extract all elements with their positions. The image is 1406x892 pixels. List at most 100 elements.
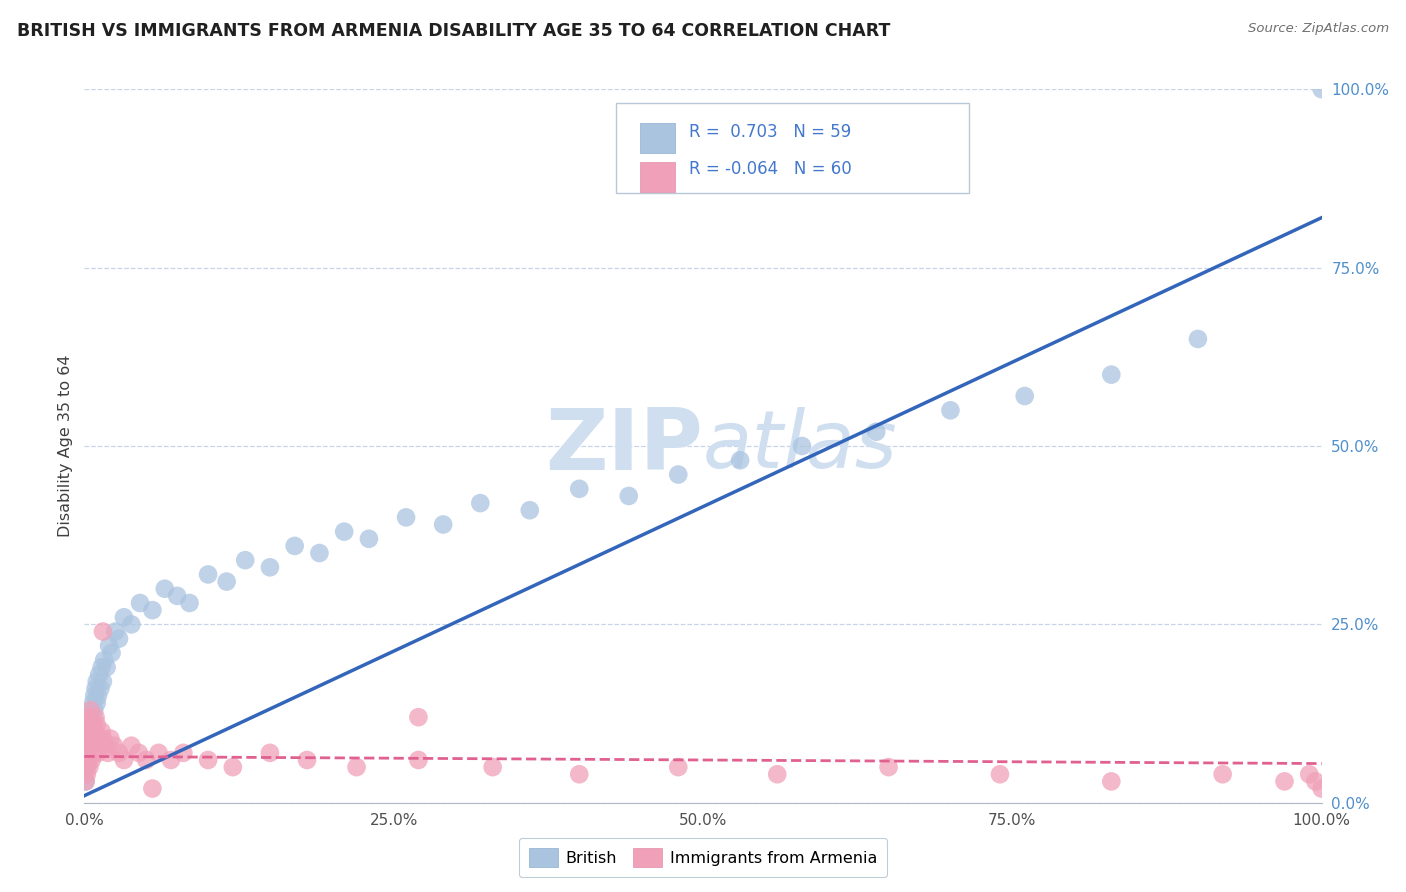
Point [568, 767, 591, 781]
Point [172, 746, 194, 760]
Point [82, 696, 104, 710]
Point [84, 710, 107, 724]
Point [215, 574, 238, 589]
Point [617, 489, 640, 503]
Point [988, 767, 1011, 781]
Point [79, 739, 101, 753]
Point [82, 717, 104, 731]
Point [568, 482, 591, 496]
Point [79, 746, 101, 760]
Point [75, 774, 97, 789]
Point [76, 724, 98, 739]
Point [79, 717, 101, 731]
Point [519, 503, 541, 517]
Point [295, 753, 318, 767]
Point [790, 439, 813, 453]
Point [865, 425, 887, 439]
Point [470, 496, 492, 510]
Point [408, 753, 430, 767]
Point [1305, 774, 1327, 789]
Point [76, 767, 98, 781]
FancyBboxPatch shape [640, 123, 675, 153]
Point [83, 724, 105, 739]
Point [308, 546, 330, 560]
Point [86, 674, 108, 689]
Point [75, 739, 97, 753]
Point [197, 753, 219, 767]
Point [86, 739, 108, 753]
Point [233, 553, 256, 567]
Point [87, 746, 110, 760]
Point [766, 767, 789, 781]
Point [222, 760, 245, 774]
Point [346, 760, 368, 774]
Point [86, 696, 108, 710]
Point [83, 746, 105, 760]
Point [357, 532, 380, 546]
Point [79, 724, 101, 739]
Point [76, 760, 98, 774]
Legend: British, Immigrants from Armenia: British, Immigrants from Armenia [519, 838, 887, 877]
Point [197, 567, 219, 582]
Point [89, 739, 111, 753]
Point [79, 724, 101, 739]
Point [87, 689, 110, 703]
Point [259, 560, 281, 574]
Point [103, 739, 125, 753]
Point [1310, 781, 1333, 796]
Point [84, 731, 107, 746]
Point [84, 681, 107, 696]
Point [939, 403, 962, 417]
Point [90, 660, 112, 674]
Point [82, 739, 104, 753]
Point [284, 539, 307, 553]
Point [120, 739, 142, 753]
Point [135, 753, 157, 767]
Point [77, 717, 100, 731]
Point [333, 524, 356, 539]
Point [77, 753, 100, 767]
Point [1014, 389, 1036, 403]
Text: BRITISH VS IMMIGRANTS FROM ARMENIA DISABILITY AGE 35 TO 64 CORRELATION CHART: BRITISH VS IMMIGRANTS FROM ARMENIA DISAB… [17, 22, 890, 40]
Point [666, 760, 689, 774]
Point [141, 781, 163, 796]
Point [1212, 767, 1234, 781]
Point [179, 596, 201, 610]
Point [89, 667, 111, 681]
Point [97, 746, 120, 760]
Point [104, 624, 127, 639]
Point [79, 760, 101, 774]
Point [129, 596, 152, 610]
Point [91, 624, 114, 639]
FancyBboxPatch shape [640, 161, 675, 192]
Point [79, 703, 101, 717]
Text: ZIP: ZIP [546, 404, 703, 488]
Point [96, 660, 118, 674]
Point [75, 760, 97, 774]
Point [82, 717, 104, 731]
Point [153, 582, 176, 596]
Point [86, 717, 108, 731]
Point [80, 753, 103, 767]
Point [94, 739, 117, 753]
Point [481, 760, 503, 774]
Point [90, 724, 112, 739]
Point [83, 689, 105, 703]
Point [91, 731, 114, 746]
Point [128, 746, 150, 760]
Point [408, 710, 430, 724]
Point [108, 632, 131, 646]
Point [1274, 774, 1296, 789]
Point [395, 510, 418, 524]
Point [1187, 332, 1209, 346]
Point [1310, 82, 1333, 96]
Point [120, 617, 142, 632]
Point [877, 760, 900, 774]
Point [108, 746, 131, 760]
Point [93, 653, 115, 667]
Point [666, 467, 689, 482]
Point [80, 710, 103, 724]
Point [76, 746, 98, 760]
Point [100, 646, 122, 660]
Point [112, 753, 135, 767]
